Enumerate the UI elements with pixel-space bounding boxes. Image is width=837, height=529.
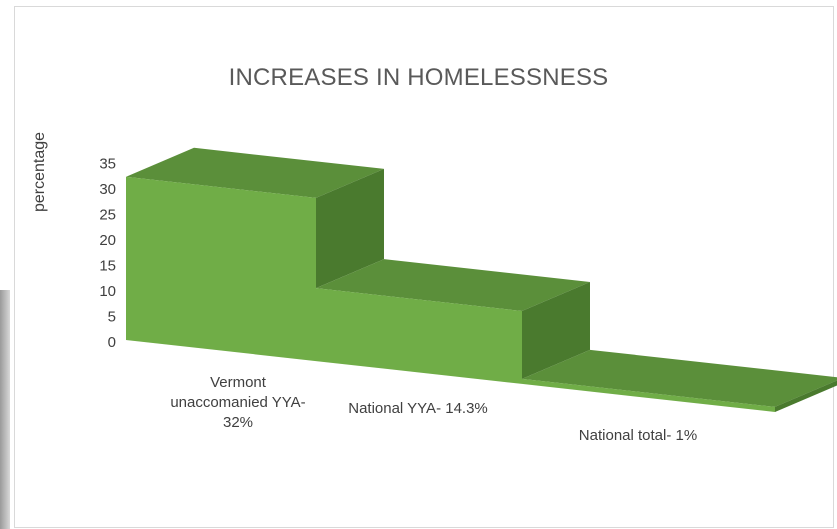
y-tick-label: 20 [99, 232, 116, 249]
bar-1 [126, 176, 316, 362]
bar-top-3 [522, 349, 837, 407]
x-tick-label-line: National YYA- 14.3% [348, 400, 488, 417]
x-tick-label: National YYA- 14.3% [323, 399, 513, 419]
bar-top-1 [126, 147, 384, 198]
bar-2 [316, 288, 522, 384]
x-tick-label-line: 32% [222, 414, 254, 431]
x-tick-label: Vermont unaccomanied YYA- 32% [168, 373, 308, 433]
x-tick-label-line: National total- 1% [578, 427, 698, 444]
window-edge-strip [0, 290, 10, 529]
y-tick-label: 15 [99, 258, 116, 275]
bar-side-2 [522, 282, 590, 379]
y-tick-label: 30 [99, 181, 116, 198]
bar-side-1 [316, 168, 384, 289]
y-tick-label: 0 [108, 334, 116, 351]
y-tick-label: 5 [108, 309, 116, 326]
x-tick-label-line: unaccomanied YYA- [170, 394, 306, 411]
x-tick-label-line: Vermont [210, 374, 266, 391]
y-tick-label: 25 [99, 207, 116, 224]
bar-side-3 [775, 380, 837, 412]
chart-title: INCREASES IN HOMELESSNESS [228, 64, 609, 91]
y-tick-label: 10 [99, 283, 116, 300]
y-tick-label: 35 [99, 156, 116, 173]
bar-3 [522, 378, 775, 412]
bar-top-2 [316, 259, 590, 312]
x-tick-label: National total- 1% [548, 426, 728, 446]
y-axis-title: percentage [31, 131, 48, 213]
